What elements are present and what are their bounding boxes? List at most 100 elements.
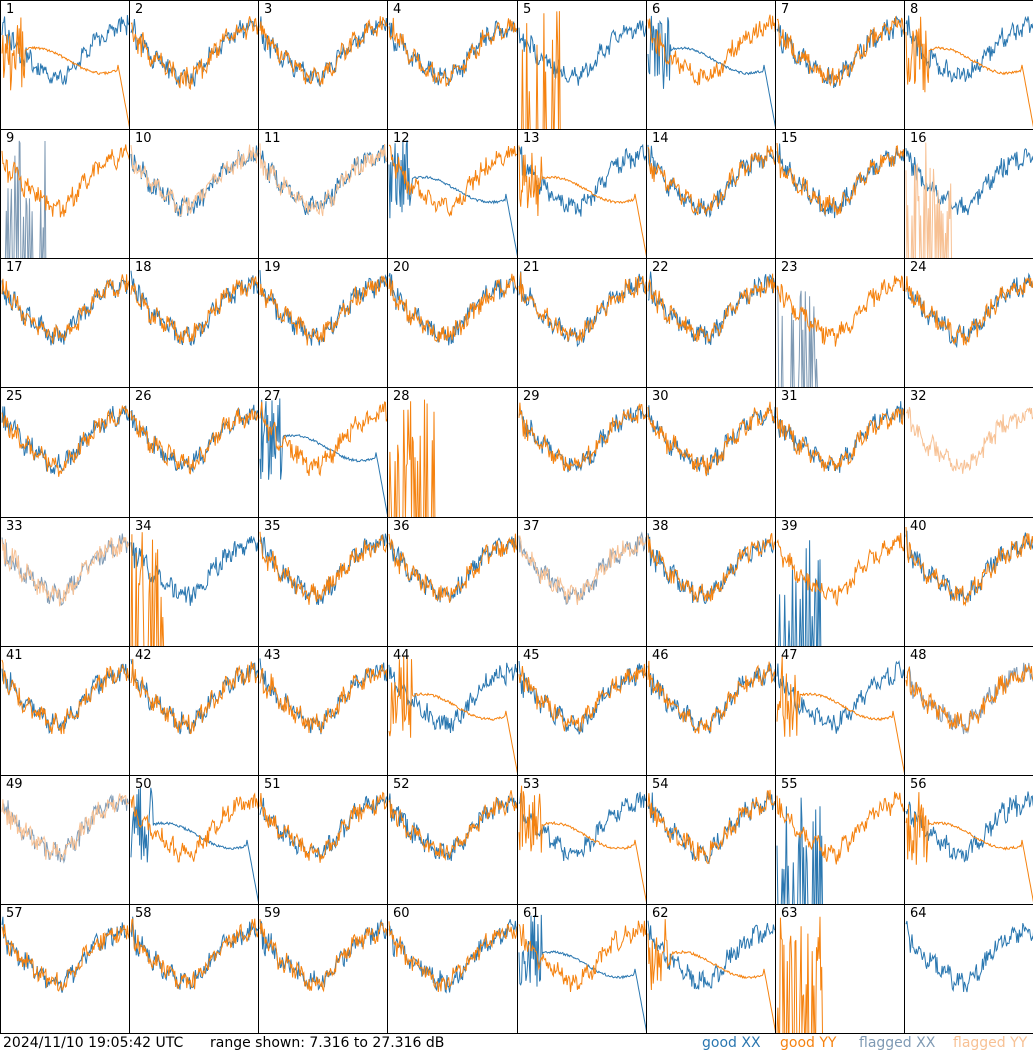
series-xx-line bbox=[647, 791, 775, 865]
timestamp: 2024/11/10 19:05:42 UTC bbox=[3, 1035, 184, 1051]
panel-number-label: 46 bbox=[652, 648, 669, 663]
panel-plot bbox=[647, 660, 775, 734]
series-yy-line bbox=[647, 919, 775, 1032]
panel-number-label: 8 bbox=[910, 2, 919, 17]
spectrum-panel-58: 58 bbox=[129, 904, 259, 1034]
spectrum-panel-14: 14 bbox=[646, 129, 776, 259]
series-yy-line bbox=[647, 145, 775, 216]
series-yy-line bbox=[130, 658, 258, 735]
series-yy-line bbox=[776, 532, 904, 607]
series-yy-line bbox=[518, 920, 646, 993]
spectrum-panel-59: 59 bbox=[258, 904, 388, 1034]
panel-plot bbox=[776, 15, 904, 89]
panel-plot bbox=[518, 402, 646, 473]
spectrum-panel-53: 53 bbox=[517, 775, 647, 905]
series-yy-line bbox=[388, 17, 517, 87]
panel-plot bbox=[518, 785, 646, 903]
series-xx-line bbox=[388, 139, 517, 257]
spectrum-panel-29: 29 bbox=[517, 387, 647, 518]
spectrum-panel-62: 62 bbox=[646, 904, 776, 1034]
series-yy-line bbox=[905, 526, 1033, 607]
series-yy-line bbox=[518, 663, 646, 732]
panel-plot bbox=[130, 916, 258, 990]
panel-number-label: 51 bbox=[264, 777, 281, 792]
series-yy-line bbox=[776, 656, 904, 774]
series-yy-line bbox=[1, 404, 129, 477]
series-yy-line bbox=[259, 791, 387, 863]
series-yy-line bbox=[776, 791, 904, 865]
panel-plot bbox=[905, 406, 1033, 474]
panel-plot bbox=[1, 916, 129, 993]
series-yy-line bbox=[905, 406, 1033, 474]
series-xx-line bbox=[776, 797, 823, 904]
series-yy-line bbox=[388, 399, 436, 517]
spectrum-panel-51: 51 bbox=[258, 775, 388, 905]
series-yy-line bbox=[388, 533, 517, 603]
spectrum-panel-35: 35 bbox=[258, 517, 388, 647]
spectrum-panel-63: 63 bbox=[775, 904, 905, 1034]
panel-number-label: 3 bbox=[264, 2, 273, 17]
panel-plot bbox=[1, 404, 129, 477]
panel-number-label: 43 bbox=[264, 648, 281, 663]
spectrum-panel-17: 17 bbox=[0, 258, 130, 388]
series-xx-line bbox=[130, 786, 258, 903]
spectrum-panel-16: 16 bbox=[904, 129, 1033, 259]
panel-number-label: 60 bbox=[393, 906, 410, 921]
series-yy-line bbox=[518, 145, 646, 257]
series-xx-line bbox=[1, 663, 129, 735]
spectrum-panel-33: 33 bbox=[0, 517, 130, 647]
panel-plot bbox=[259, 16, 387, 88]
panel-number-label: 57 bbox=[6, 906, 23, 921]
panel-plot bbox=[647, 401, 775, 477]
legend-good-xx-word: good bbox=[702, 1035, 737, 1051]
range-shown-text: range shown: 7.316 to 27.316 dB bbox=[210, 1035, 445, 1051]
series-xx-line bbox=[388, 272, 517, 346]
panel-plot bbox=[1, 533, 129, 607]
series-yy-line bbox=[647, 273, 775, 344]
panel-number-label: 21 bbox=[523, 260, 540, 275]
spectrum-panel-39: 39 bbox=[775, 517, 905, 647]
series-yy-line bbox=[388, 273, 517, 343]
series-xx-line bbox=[778, 540, 822, 646]
series-xx-line bbox=[647, 271, 775, 346]
panel-number-label: 5 bbox=[523, 2, 532, 17]
spectrum-panel-5: 5 bbox=[517, 0, 647, 130]
series-yy-line bbox=[518, 402, 646, 472]
panel-plot bbox=[388, 919, 517, 994]
panel-number-label: 18 bbox=[135, 260, 152, 275]
series-yy-line bbox=[647, 14, 775, 86]
series-yy-line bbox=[1, 659, 129, 735]
series-yy-line bbox=[259, 664, 387, 734]
panel-plot bbox=[1, 274, 129, 346]
series-yy-line bbox=[905, 792, 1033, 903]
series-yy-line bbox=[259, 143, 387, 217]
panel-plot bbox=[905, 142, 1033, 258]
panel-plot bbox=[905, 920, 1033, 993]
series-yy-line bbox=[1, 924, 129, 992]
series-yy-line bbox=[1, 274, 129, 344]
panel-number-label: 28 bbox=[393, 389, 410, 404]
panel-number-label: 9 bbox=[6, 131, 15, 146]
spectrum-panel-20: 20 bbox=[387, 258, 518, 388]
spectrum-panel-37: 37 bbox=[517, 517, 647, 647]
spectrum-panel-22: 22 bbox=[646, 258, 776, 388]
panel-number-label: 54 bbox=[652, 777, 669, 792]
series-yy-line bbox=[130, 407, 258, 475]
series-xx-line bbox=[776, 660, 904, 734]
panel-number-label: 63 bbox=[781, 906, 798, 921]
panel-number-label: 32 bbox=[910, 389, 927, 404]
legend-good-yy: good YY bbox=[780, 1033, 836, 1053]
series-xx-line bbox=[647, 920, 775, 990]
panel-plot bbox=[905, 15, 1033, 128]
series-xx-line bbox=[905, 920, 1033, 993]
panel-number-label: 24 bbox=[910, 260, 927, 275]
panel-plot bbox=[130, 16, 258, 91]
series-yy-line bbox=[130, 16, 258, 91]
spectrum-panel-31: 31 bbox=[775, 387, 905, 518]
panel-number-label: 49 bbox=[6, 777, 23, 792]
series-xx-line bbox=[518, 914, 646, 1032]
spectrum-panel-13: 13 bbox=[517, 129, 647, 259]
panel-plot bbox=[388, 399, 436, 517]
series-yy-line bbox=[905, 276, 1033, 347]
